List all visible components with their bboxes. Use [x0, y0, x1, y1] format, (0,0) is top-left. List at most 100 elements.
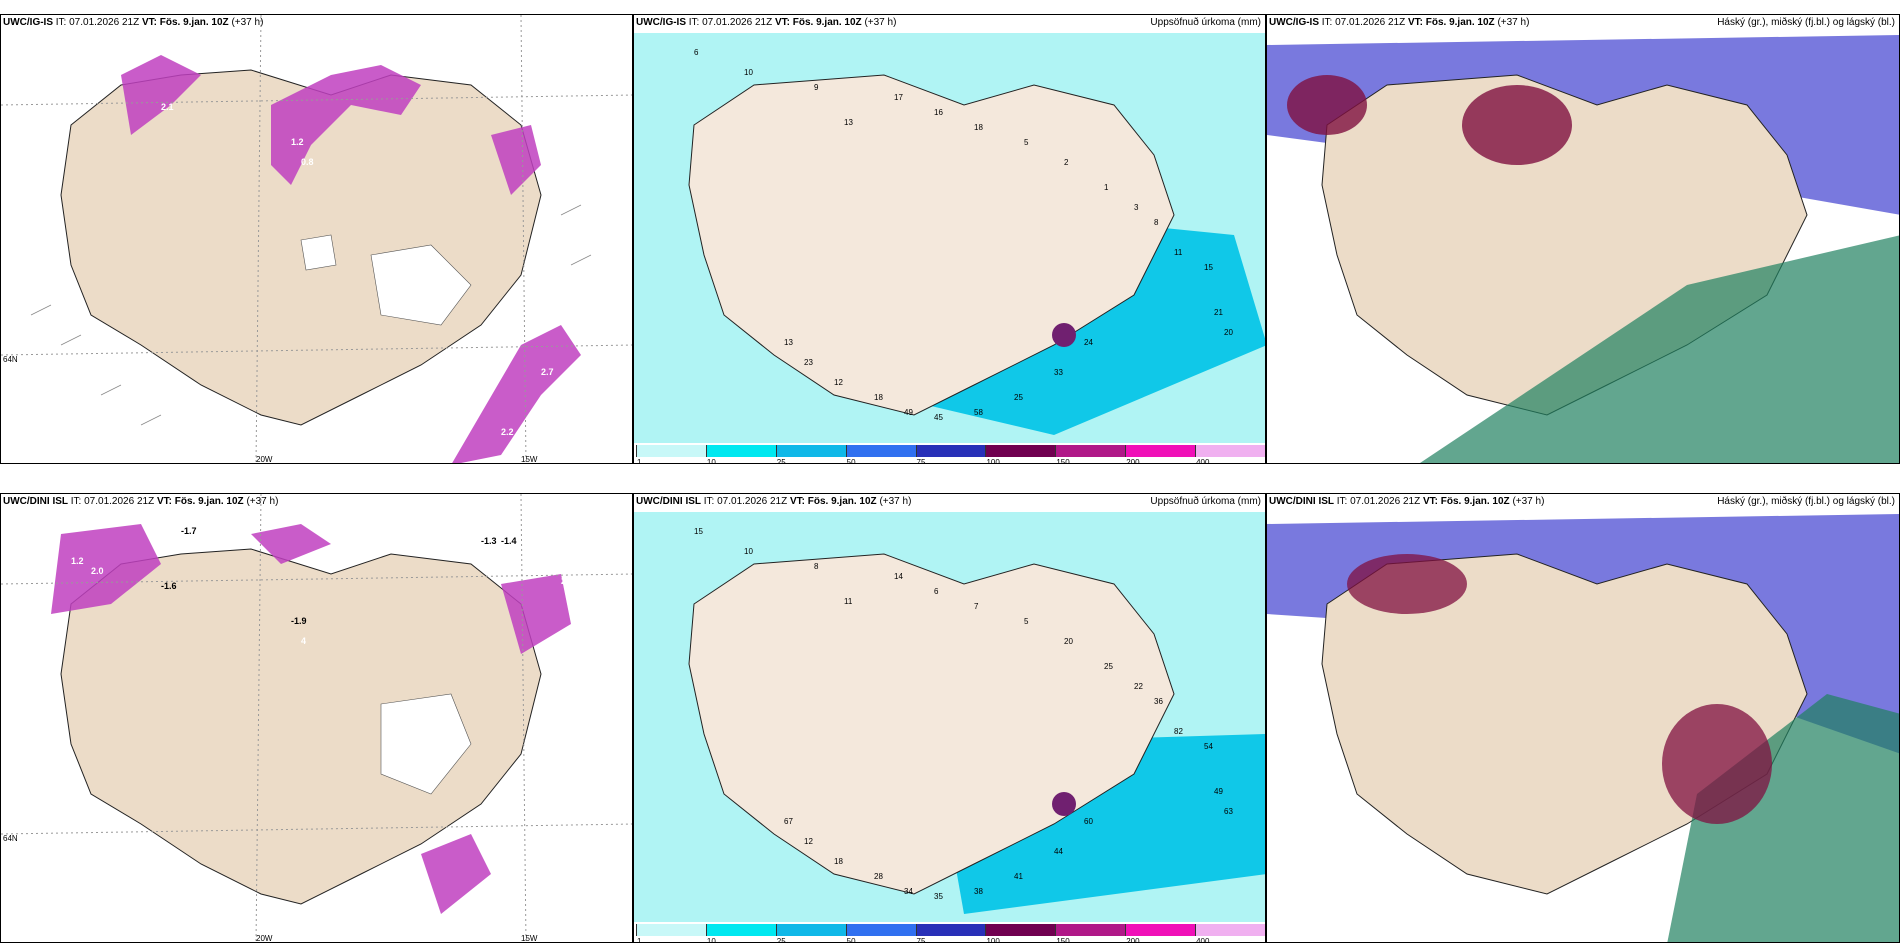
lon-label: 20W [256, 934, 273, 943]
colorbar-swatch [1125, 445, 1197, 457]
colorbar-swatch [705, 924, 777, 936]
panel-title: Háský (gr.), miðský (fj.bl.) og lágský (… [1717, 17, 1895, 28]
precip-value: 22 [1134, 682, 1143, 691]
precip-value: 15 [1204, 263, 1213, 272]
precip-value: 2 [1064, 158, 1069, 167]
colorbar-swatch [1055, 445, 1127, 457]
wind-value: -1.4 [501, 536, 517, 546]
wind-map: -1.7 -1.3 -1.4 1.6 2.3 2.5 3.1 1.2 2.0 -1.6 -1.9 4 [1, 494, 632, 942]
precip-value: 8 [1154, 218, 1159, 227]
colorbar-tick: 400 [1196, 937, 1210, 943]
precip-value: 14 [894, 572, 903, 581]
wind-value: 2.5 [391, 536, 404, 546]
colorbar-swatch [1125, 924, 1197, 936]
wind-value: -1.9 [291, 616, 307, 626]
panel-clouds-dini: UWC/DINI ISL IT: 07.01.2026 21Z VT: Fös.… [1266, 493, 1900, 943]
colorbar-tick: 200 [1126, 937, 1140, 943]
wind-value: 0.8 [301, 157, 314, 167]
precip-map: 6109131716185213811152120243325584549181… [634, 33, 1265, 443]
colorbar-tick: 25 [776, 458, 786, 464]
colorbar-tick: 200 [1126, 458, 1140, 464]
precip-value: 13 [844, 118, 853, 127]
colorbar-swatch [845, 924, 917, 936]
wind-value: 0.9 [511, 437, 524, 447]
precip-value: 58 [974, 408, 983, 417]
wind-value: 2.0 [91, 566, 104, 576]
glacier [370, 244, 472, 326]
colorbar-tick: 1 [637, 937, 642, 943]
precip-value: 54 [1204, 742, 1213, 751]
colorbar-swatch [915, 924, 987, 936]
precip-value: 17 [894, 93, 903, 102]
precip-value: 1 [1104, 183, 1109, 192]
wind-value: 6.2 [391, 57, 404, 67]
precip-value: 10 [744, 547, 753, 556]
precip-value: 33 [1054, 368, 1063, 377]
colorbar-tick: 50 [846, 458, 856, 464]
colorbar-swatch [775, 445, 847, 457]
panel-precip-igis: UWC/IG-IS IT: 07.01.2026 21Z VT: Fös. 9.… [633, 14, 1266, 464]
precip-value: 45 [934, 413, 943, 422]
wind-value: 2.4 [181, 47, 194, 57]
precip-colorbar: 1 10 25 50 75 100 150 200 400 [636, 445, 1265, 464]
precip-areas [121, 55, 581, 463]
wind-value: 4.1 [561, 97, 574, 107]
precip-value: 82 [1174, 727, 1183, 736]
colorbar-swatch [1195, 445, 1265, 457]
wind-value: 5.9 [421, 57, 434, 67]
colorbar-swatch [915, 445, 987, 457]
iceland-land [60, 69, 542, 426]
panel-header: UWC/DINI ISL IT: 07.01.2026 21Z VT: Fös.… [1269, 496, 1545, 507]
colorbar-tick: 100 [986, 937, 1000, 943]
glacier [300, 234, 337, 271]
precip-value: 18 [874, 393, 883, 402]
precip-value: 20 [1064, 637, 1073, 646]
precip-value: 49 [904, 408, 913, 417]
wind-value: 3.1 [421, 536, 434, 546]
wind-value: 1.6 [561, 561, 574, 571]
precip-value: 5 [1024, 617, 1029, 626]
precip-value: 6 [694, 48, 699, 57]
precip-values: 1510811146752025223682544963604441383534… [694, 527, 1233, 901]
wind-value: 1.2 [71, 556, 84, 566]
precip-value: 5 [1024, 138, 1029, 147]
colorbar-tick: 400 [1196, 458, 1210, 464]
precip-value: 67 [784, 817, 793, 826]
precip-value: 20 [1224, 328, 1233, 337]
wind-value: 2.7 [541, 367, 554, 377]
wind-value: 1.2 [291, 137, 304, 147]
colorbar-tick: 50 [846, 937, 856, 943]
colorbar-tick: 100 [986, 458, 1000, 464]
precip-value: 7 [974, 602, 979, 611]
colorbar-swatch [775, 924, 847, 936]
wind-barbs [30, 204, 592, 426]
panel-title: Uppsöfnuð úrkoma (mm) [1150, 17, 1261, 28]
wind-value: 1.6 [71, 77, 84, 87]
precip-value: 13 [784, 338, 793, 347]
lon-label: 15W [521, 455, 538, 464]
colorbar-tick: 10 [706, 937, 716, 943]
precip-value: 18 [834, 857, 843, 866]
panel-header: UWC/DINI ISL IT: 07.01.2026 21Z VT: Fös.… [636, 496, 912, 507]
wind-value: 1.9 [91, 87, 104, 97]
wind-value: 2.3 [561, 576, 574, 586]
wind-value: 2.8 [501, 57, 514, 67]
precip-value: 11 [844, 597, 853, 606]
precip-value: 18 [974, 123, 983, 132]
precip-map: 1510811146752025223682544963604441383534… [634, 512, 1265, 922]
panel-header: UWC/IG-IS IT: 07.01.2026 21Z VT: Fös. 9.… [1269, 17, 1530, 28]
colorbar-swatch [1195, 924, 1265, 936]
precip-value: 41 [1014, 872, 1023, 881]
wind-value: 3.6 [561, 82, 574, 92]
cloud-map [1267, 33, 1899, 463]
colorbar-tick: 75 [916, 458, 926, 464]
precip-colorbar: 1 10 25 50 75 100 150 200 400 [636, 924, 1265, 943]
precip-value: 6 [934, 587, 939, 596]
precip-value: 9 [814, 83, 819, 92]
precip-value: 44 [1054, 847, 1063, 856]
precip-value: 12 [804, 837, 813, 846]
colorbar-swatch [845, 445, 917, 457]
panel-header: UWC/IG-IS IT: 07.01.2026 21Z VT: Fös. 9.… [3, 17, 264, 28]
precip-value: 3 [1134, 203, 1139, 212]
precip-value: 36 [1154, 697, 1163, 706]
